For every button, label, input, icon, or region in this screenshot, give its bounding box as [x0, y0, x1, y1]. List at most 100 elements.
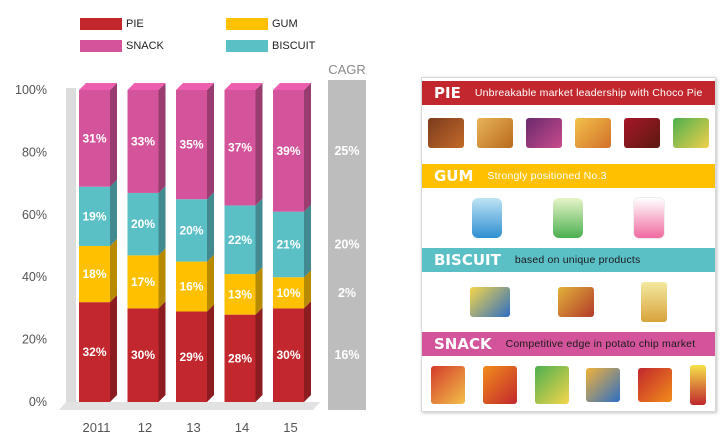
product-image — [482, 366, 517, 404]
section-title-biscuit: BISCUIT — [434, 251, 501, 269]
bar-segment-pie — [273, 308, 304, 402]
product-image — [586, 368, 621, 402]
legend-swatch-gum — [226, 18, 268, 30]
section-header-biscuit: BISCUIT based on unique products — [422, 248, 715, 272]
product-image — [552, 198, 583, 238]
bar-top-snack — [176, 83, 214, 90]
bar-side-gum — [110, 239, 117, 303]
product-image — [428, 118, 465, 148]
product-image — [690, 365, 707, 405]
bar-side-pie — [304, 301, 311, 402]
bar-segment-snack — [79, 90, 110, 187]
cagr-title: CAGR — [328, 62, 366, 77]
bar-side-pie — [255, 307, 263, 402]
data-label: 31% — [82, 131, 106, 145]
product-image — [623, 118, 660, 148]
legend-label-pie: PIE — [126, 18, 144, 30]
bar-segment-biscuit — [79, 186, 110, 246]
section-title-pie: PIE — [434, 84, 461, 102]
x-tick-label: 13 — [186, 420, 200, 435]
data-label: 30% — [131, 348, 155, 362]
bar-top-snack — [127, 83, 166, 90]
x-tick-label: 15 — [283, 420, 297, 435]
category-panel: PIE Unbreakable market leadership with C… — [421, 77, 716, 412]
product-row-snack — [422, 359, 715, 411]
x-tick-label: 2011 — [83, 420, 111, 435]
data-label: 30% — [276, 348, 300, 362]
bar-segment-snack — [273, 90, 304, 212]
bar-segment-snack — [127, 90, 159, 193]
bar-side-pie — [207, 304, 214, 402]
product-image — [534, 366, 569, 404]
bar-side-pie — [110, 295, 117, 402]
bar-side-biscuit — [207, 192, 214, 262]
section-desc-gum: Strongly positioned No.3 — [487, 170, 607, 182]
section-header-snack: SNACK Competitive edge in potato chip ma… — [422, 332, 715, 356]
bar-segment-biscuit — [273, 211, 304, 278]
product-image — [672, 118, 709, 148]
section-title-snack: SNACK — [434, 335, 492, 353]
bar-top-snack — [79, 83, 117, 90]
bar-segment-gum — [79, 246, 110, 303]
bar-segment-gum — [224, 274, 256, 315]
data-label: 35% — [179, 138, 203, 152]
y-tick-label: 20% — [22, 333, 47, 347]
legend-swatch-biscuit — [226, 40, 268, 52]
data-label: 29% — [179, 350, 203, 364]
data-label: 16% — [179, 280, 203, 294]
bar-segment-snack — [224, 90, 256, 206]
bar-side-snack — [255, 83, 263, 206]
y-tick-label: 100% — [15, 83, 47, 97]
legend-swatch-pie — [80, 18, 122, 30]
bar-side-gum — [304, 270, 311, 309]
cagr-value: 2% — [338, 286, 356, 300]
product-image — [477, 118, 514, 148]
legend-label-gum: GUM — [272, 18, 298, 30]
bar-segment-pie — [127, 308, 159, 402]
y-tick-label: 80% — [22, 145, 47, 159]
bar-segment-biscuit — [176, 199, 207, 262]
bar-side-biscuit — [158, 185, 166, 256]
section-desc-snack: Competitive edge in potato chip market — [505, 338, 696, 350]
legend-label-snack: SNACK — [126, 40, 164, 52]
bar-side-gum — [207, 254, 214, 312]
data-label: 33% — [131, 134, 155, 148]
y-tick-label: 0% — [29, 395, 47, 409]
product-image — [526, 118, 563, 148]
section-title-gum: GUM — [434, 167, 474, 185]
bar-segment-gum — [176, 261, 207, 312]
bar-side-snack — [304, 83, 311, 212]
bar-side-biscuit — [110, 179, 117, 246]
bar-top-snack — [273, 83, 311, 90]
legend-snack: SNACK — [80, 40, 164, 52]
product-image — [632, 197, 665, 239]
legend-swatch-snack — [80, 40, 122, 52]
product-image — [638, 368, 673, 402]
bar-segment-pie — [224, 314, 256, 402]
x-tick-label: 14 — [235, 420, 249, 435]
bar-side-biscuit — [304, 204, 311, 278]
stacked-bar-chart: 0% 20% 40% 60% 80% 100% 32% 18% 19% 31% 2011 30% 17%… — [15, 62, 366, 435]
cagr-column — [328, 80, 366, 410]
data-label: 21% — [276, 237, 300, 251]
section-desc-biscuit: based on unique products — [514, 254, 641, 266]
product-image — [557, 287, 594, 317]
bar-segment-pie — [176, 311, 207, 402]
bar-side-gum — [158, 248, 166, 309]
section-header-pie: PIE Unbreakable market leadership with C… — [422, 81, 715, 105]
bar-side-snack — [207, 83, 214, 200]
legend-biscuit: BISCUIT — [226, 40, 315, 52]
bar-segment-biscuit — [127, 192, 159, 256]
data-label: 17% — [131, 275, 155, 289]
product-image — [641, 282, 668, 322]
legend-gum: GUM — [226, 18, 298, 30]
cagr-value: 16% — [334, 348, 359, 362]
bar-side-pie — [158, 301, 166, 402]
data-label: 13% — [228, 287, 252, 301]
data-label: 32% — [82, 345, 106, 359]
bar-side-gum — [255, 267, 263, 315]
data-label: 20% — [179, 223, 203, 237]
y-tick-label: 40% — [22, 270, 47, 284]
data-label: 20% — [131, 217, 155, 231]
y-tick-label: 60% — [22, 208, 47, 222]
